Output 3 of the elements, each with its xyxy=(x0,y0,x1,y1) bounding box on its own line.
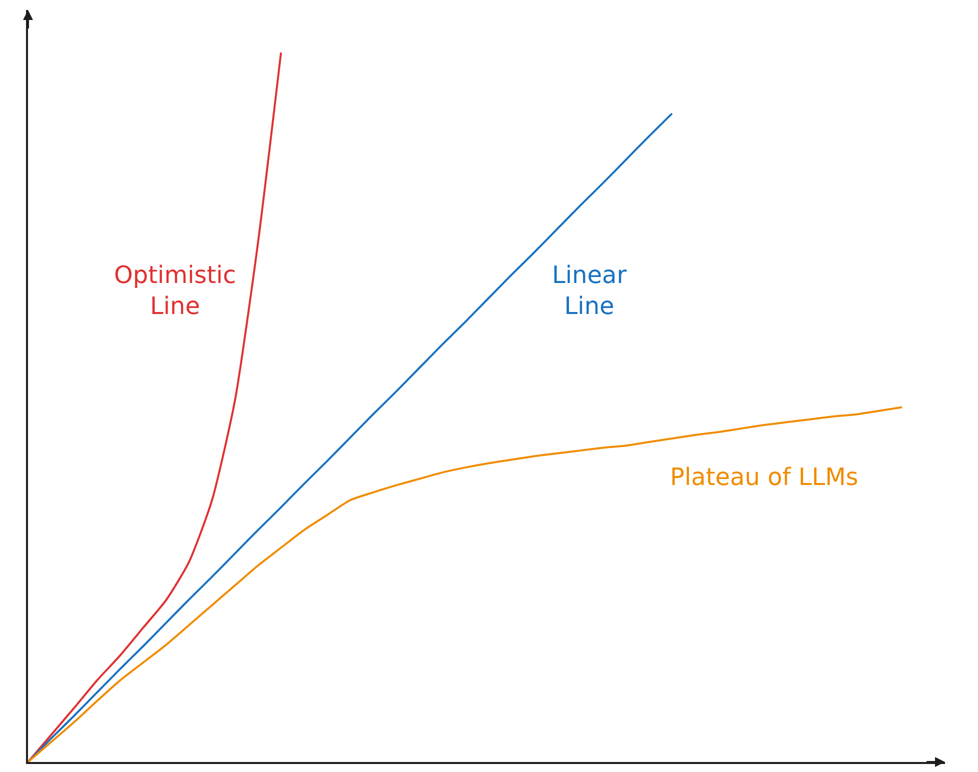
series-label: Linear Line xyxy=(552,261,627,320)
series-label: Plateau of LLMs xyxy=(670,463,858,491)
series-label: Optimistic Line xyxy=(114,261,236,320)
